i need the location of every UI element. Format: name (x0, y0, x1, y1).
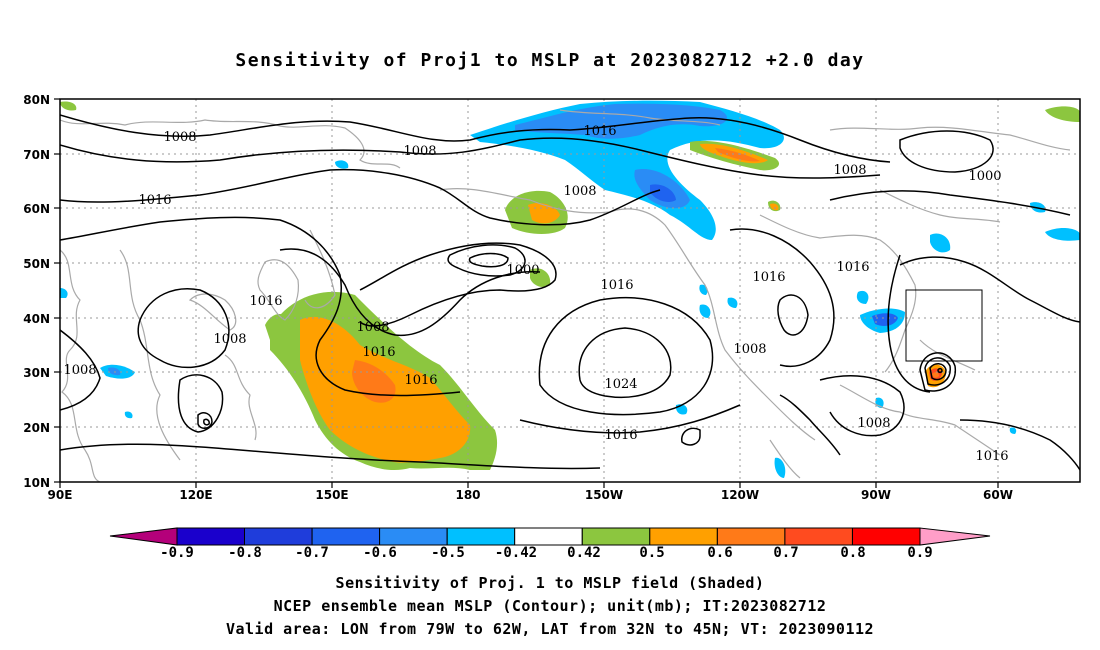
colorbar-under-triangle (109, 527, 178, 546)
lat-label: 30N (23, 366, 50, 380)
lat-label: 50N (23, 257, 50, 271)
contour-label: 1016 (752, 270, 785, 285)
lat-label: 20N (23, 421, 50, 435)
colorbar-label: 0.6 (707, 545, 732, 561)
colorbar-cell (244, 527, 313, 546)
contour-label: 1000 (506, 263, 539, 278)
mslp-contours (60, 114, 1080, 471)
contour-label: 1008 (833, 163, 866, 178)
lat-label: 10N (23, 476, 50, 490)
axis-ticks (54, 98, 999, 488)
contour-label: 1016 (249, 294, 282, 309)
colorbar-label: -0.42 (495, 545, 537, 561)
graticule (60, 99, 1080, 482)
contour-label: 1016 (583, 124, 616, 139)
contour-label: 1016 (975, 449, 1008, 464)
caption-contour: NCEP ensemble mean MSLP (Contour); unit(… (273, 597, 827, 615)
contour-label: 1016 (404, 373, 437, 388)
colorbar-labels: -0.9 -0.8 -0.7 -0.6 -0.5 -0.42 0.42 0.5 … (160, 545, 933, 561)
contour-label: 1000 (968, 169, 1001, 184)
colorbar-cell (446, 527, 516, 546)
contour-label: 1008 (63, 363, 96, 378)
lon-label: 150E (315, 488, 348, 502)
lat-label: 60N (23, 202, 50, 216)
colorbar-cell (514, 527, 583, 546)
plot-frame (59, 98, 1081, 483)
colorbar-label: 0.8 (840, 545, 865, 561)
colorbar-label: 0.7 (773, 545, 798, 561)
valid-area-box (905, 289, 983, 362)
colorbar-label: -0.5 (431, 545, 465, 561)
colorbar-label: 0.5 (639, 545, 664, 561)
contour-label: 1008 (733, 342, 766, 357)
plot-area: 1008 1016 1008 1008 1000 1016 1016 1008 … (60, 99, 1080, 482)
lat-label: 40N (23, 312, 50, 326)
colorbar-cells (176, 527, 921, 546)
contour-label: 1008 (563, 184, 596, 199)
colorbar-over-triangle (919, 527, 991, 546)
contour-label: 1008 (356, 320, 389, 335)
longitude-labels: 90E 120E 150E 180 150W 120W 90W 60W (48, 488, 1013, 502)
map-title: Sensitivity of Proj1 to MSLP at 20230827… (235, 50, 865, 71)
lon-label: 60W (983, 488, 1013, 502)
caption-shading: Sensitivity of Proj. 1 to MSLP field (Sh… (335, 574, 765, 592)
lon-label: 90E (48, 488, 73, 502)
colorbar-label: -0.8 (228, 545, 262, 561)
contour-label: 1008 (857, 416, 890, 431)
colorbar-cell (716, 527, 786, 546)
colorbar-label: 0.9 (907, 545, 932, 561)
colorbar-cell (784, 527, 853, 546)
lon-label: 120W (721, 488, 759, 502)
contour-label: 1024 (604, 377, 637, 392)
contour-label: 1016 (138, 193, 171, 208)
contour-label: 1016 (836, 260, 869, 275)
colorbar-cell (852, 527, 921, 546)
contour-labels: 1008 1016 1008 1008 1000 1016 1016 1008 … (63, 124, 1008, 464)
lat-label: 70N (23, 148, 50, 162)
contour-label: 1008 (403, 144, 436, 159)
sensitivity-shading (60, 100, 1080, 478)
colorbar-cell (379, 527, 448, 546)
lon-label: 90W (861, 488, 891, 502)
caption-valid-area: Valid area: LON from 79W to 62W, LAT fro… (225, 620, 875, 638)
colorbar: -0.9 -0.8 -0.7 -0.6 -0.5 -0.42 0.42 0.5 … (109, 527, 991, 561)
contour-label: 1008 (163, 130, 196, 145)
colorbar-cell (311, 527, 381, 546)
contour-label: 1016 (604, 428, 637, 443)
lat-label: 80N (23, 93, 50, 107)
colorbar-cell (581, 527, 651, 546)
lon-label: 180 (455, 488, 480, 502)
latitude-labels: 80N 70N 60N 50N 40N 30N 20N 10N (23, 93, 50, 490)
colorbar-cell (649, 527, 718, 546)
contour-label: 1016 (600, 278, 633, 293)
colorbar-label: 0.42 (567, 545, 601, 561)
contour-label: 1016 (362, 345, 395, 360)
contour-label: 1008 (213, 332, 246, 347)
colorbar-label: -0.6 (363, 545, 397, 561)
colorbar-label: -0.7 (295, 545, 329, 561)
lon-label: 120E (179, 488, 212, 502)
colorbar-cell (176, 527, 245, 546)
colorbar-label: -0.9 (160, 545, 194, 561)
lon-label: 150W (585, 488, 623, 502)
